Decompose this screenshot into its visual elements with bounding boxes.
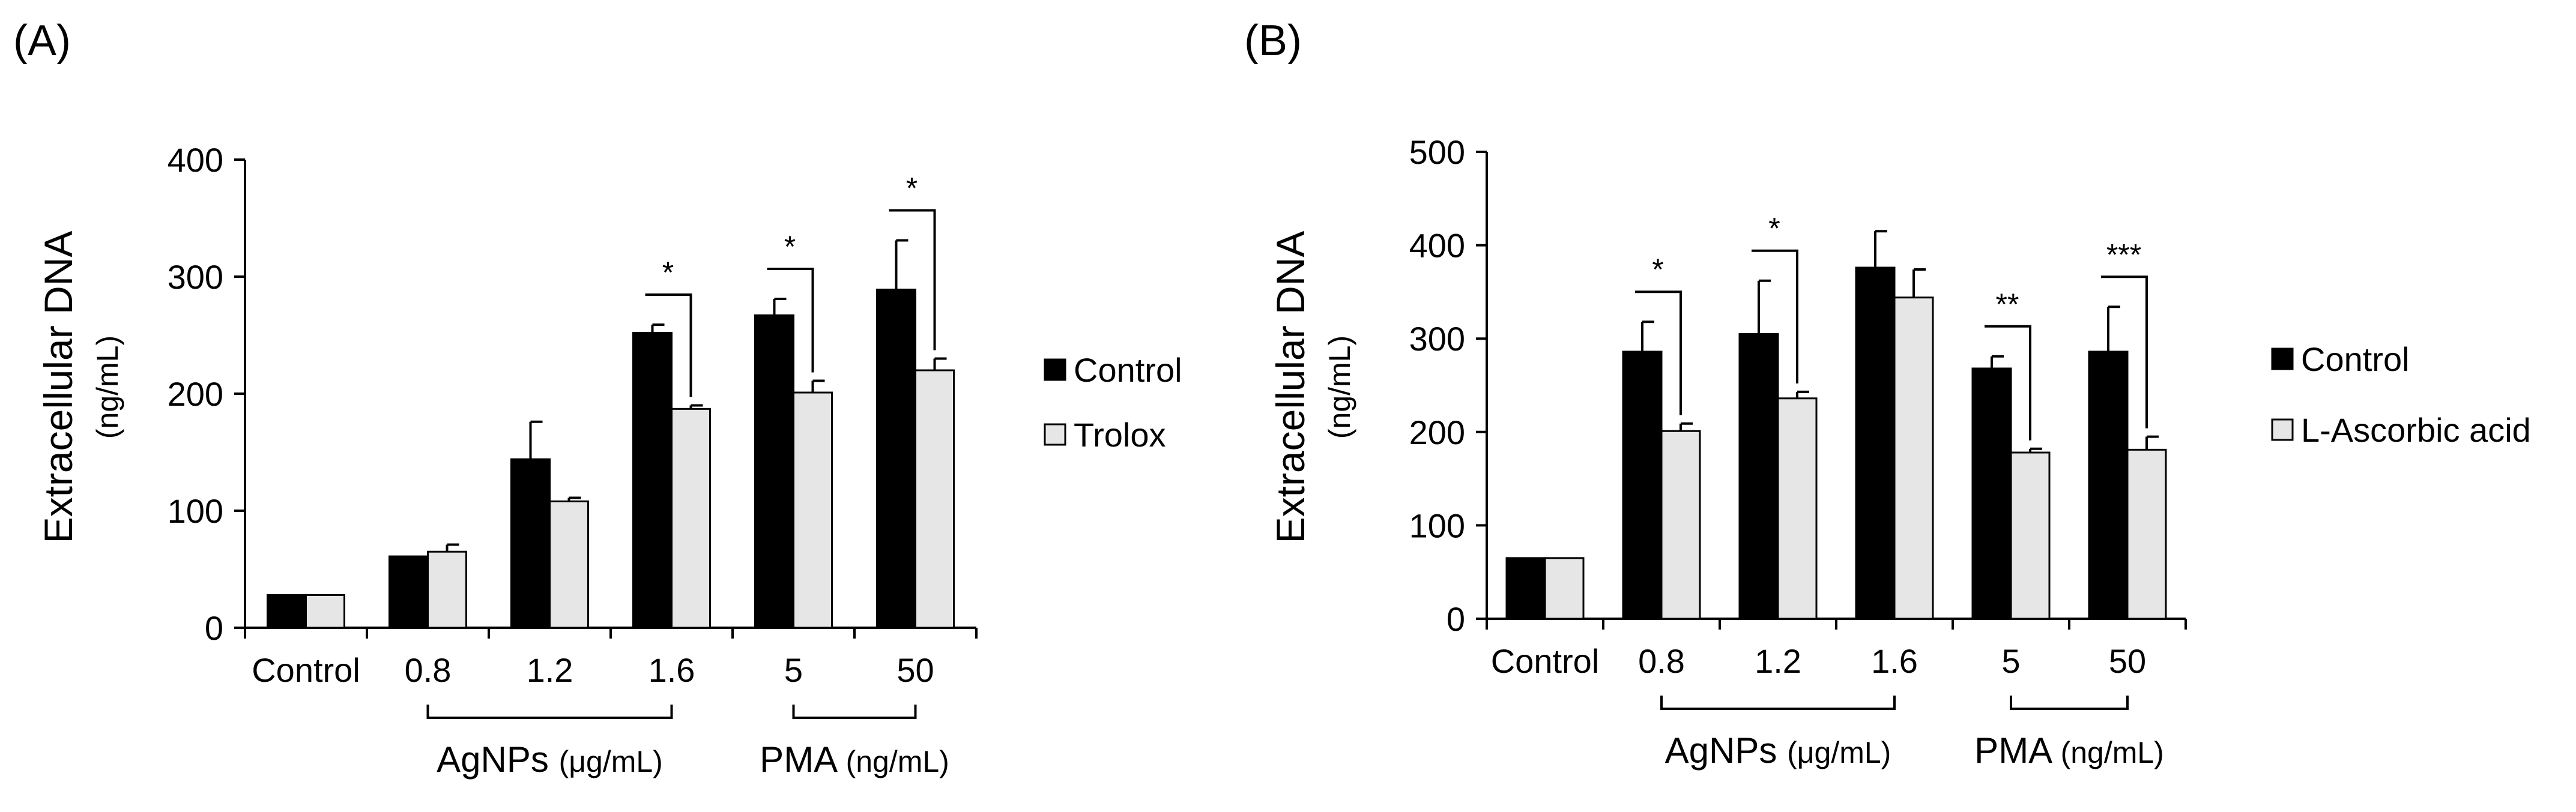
panel-a-category-label: Control <box>252 651 360 689</box>
panel-b-group-label: AgNPs (μg/mL) <box>1665 730 1891 771</box>
panel-a-y-tick-label: 0 <box>205 609 223 647</box>
panel-b-y-tick-label: 0 <box>1447 600 1465 638</box>
panel-b-group-unit: (μg/mL) <box>1787 736 1891 769</box>
panel-a-significance-label: * <box>906 172 918 205</box>
panel-a-bar-control <box>754 314 794 629</box>
panel-b-bar-treatment <box>1660 430 1701 620</box>
panel-b-group-label: PMA (ng/mL) <box>1974 730 2164 771</box>
panel-a-group-bracket <box>426 705 673 719</box>
panel-a-bar-control <box>510 458 551 629</box>
panel-b-bar-control <box>1738 332 1779 620</box>
panel-a-label: (A) <box>13 17 71 65</box>
panel-a-bar-control <box>267 594 307 629</box>
panel-b-group-bracket <box>1660 696 1896 710</box>
panel-b-group-name: PMA <box>1974 730 2060 771</box>
panel-a-bar-treatment <box>915 369 955 629</box>
panel-b-bar-treatment <box>1893 296 1934 620</box>
panel-b-significance-bracket <box>1985 325 2031 441</box>
panel-a-bar-treatment <box>671 408 711 629</box>
panel-a-legend-label: Control <box>1074 351 1182 389</box>
panel-a-category-label: 0.8 <box>405 651 452 689</box>
panel-b-y-tick-label: 300 <box>1409 320 1465 358</box>
panel-a-legend-swatch <box>1044 358 1066 381</box>
panel-a-y-tick-label: 300 <box>168 258 223 296</box>
panel-a-significance-bracket <box>645 293 692 397</box>
panel-b-legend-swatch <box>2271 418 2294 441</box>
panel-b-group-name: AgNPs <box>1665 730 1787 771</box>
panel-b-bar-control <box>1622 350 1663 620</box>
panel-b-y-axis-title: Extracellular DNA <box>1268 231 1313 544</box>
panel-b-bar-control <box>2088 350 2129 620</box>
panel-b-bar-treatment <box>2126 448 2167 620</box>
panel-a-y-tick-label: 400 <box>168 141 223 179</box>
panel-a-bar-treatment <box>427 550 467 629</box>
panel-a-bar-control <box>632 332 673 629</box>
panel-a-significance-bracket <box>889 209 936 350</box>
panel-a-bar-treatment <box>305 594 345 629</box>
panel-b-category-label: Control <box>1491 642 1600 680</box>
panel-a-group-unit: (ng/mL) <box>846 745 949 778</box>
panel-b-significance-bracket <box>2101 275 2148 429</box>
panel-a-bar-treatment <box>793 391 833 629</box>
panel-b-bar-control <box>1971 367 2012 620</box>
panel-b-y-tick-label: 200 <box>1409 414 1465 451</box>
panel-a-category-label: 50 <box>896 651 934 689</box>
panel-b-group-unit: (ng/mL) <box>2061 736 2164 769</box>
panel-a-y-tick-label: 200 <box>168 375 223 413</box>
panel-a-y-tick-label: 100 <box>168 492 223 530</box>
panel-a-y-axis-unit: (ng/mL) <box>91 335 124 439</box>
panel-b-significance-label: * <box>1768 212 1780 245</box>
panel-b-significance-label: *** <box>2106 238 2141 271</box>
panel-a-category-label: 5 <box>784 651 803 689</box>
panel-b-significance-label: * <box>1652 253 1663 286</box>
panel-a-significance-label: * <box>662 256 674 289</box>
panel-b-significance-bracket <box>1635 290 1682 415</box>
panel-b-y-tick-label: 500 <box>1409 133 1465 171</box>
panel-a-group-name: PMA <box>760 739 845 780</box>
panel-a-significance-bracket <box>767 268 814 373</box>
panel-b-category-label: 5 <box>2001 642 2020 680</box>
panel-a-significance-label: * <box>784 230 796 263</box>
panel-a-category-label: 1.2 <box>527 651 573 689</box>
panel-b-bar-treatment <box>2010 451 2051 620</box>
panel-a-category-label: 1.6 <box>649 651 695 689</box>
panel-a-group-label: PMA (ng/mL) <box>760 739 949 780</box>
panel-a-bar-treatment <box>549 500 589 629</box>
panel-a-y-axis-title: Extracellular DNA <box>36 231 80 544</box>
panel-a-group-bracket <box>792 705 917 719</box>
panel-b-bar-treatment <box>1544 557 1585 620</box>
panel-a: (A) Extracellular DNA (ng/mL) 0 100 200 300… <box>13 17 1182 780</box>
panel-b-y-tick-label: 100 <box>1409 507 1465 544</box>
panel-a-legend-swatch <box>1044 423 1066 446</box>
panel-a-group-label: AgNPs (μg/mL) <box>437 739 663 780</box>
panel-b-bar-control <box>1505 557 1546 620</box>
panel-b-category-label: 1.2 <box>1755 642 1801 680</box>
panel-b-category-label: 1.6 <box>1871 642 1918 680</box>
panel-b-legend-swatch <box>2271 347 2294 370</box>
panel-a-bar-control <box>389 555 429 629</box>
panel-b-label: (B) <box>1244 17 1302 65</box>
panel-b-category-label: 50 <box>2109 642 2146 680</box>
panel-b-group-bracket <box>2010 696 2129 710</box>
panel-b-bar-control <box>1855 266 1896 620</box>
panel-b-significance-label: ** <box>1996 287 2019 321</box>
panel-b-y-tick-label: 400 <box>1409 227 1465 265</box>
panel-b-category-label: 0.8 <box>1638 642 1685 680</box>
panel-b: (B) Extracellular DNA (ng/mL) 0 100 200 300… <box>1244 17 2531 771</box>
panel-a-legend-label: Trolox <box>1074 416 1166 454</box>
panel-a-group-name: AgNPs <box>437 739 558 780</box>
panel-b-significance-bracket <box>1752 249 1798 383</box>
panel-a-bar-control <box>876 288 916 629</box>
panel-a-group-unit: (μg/mL) <box>559 745 663 778</box>
panel-b-legend-label: L-Ascorbic acid <box>2301 411 2531 449</box>
panel-b-legend-label: Control <box>2301 340 2410 378</box>
panel-b-y-axis-unit: (ng/mL) <box>1323 335 1356 439</box>
panel-b-bar-treatment <box>1777 397 1818 620</box>
